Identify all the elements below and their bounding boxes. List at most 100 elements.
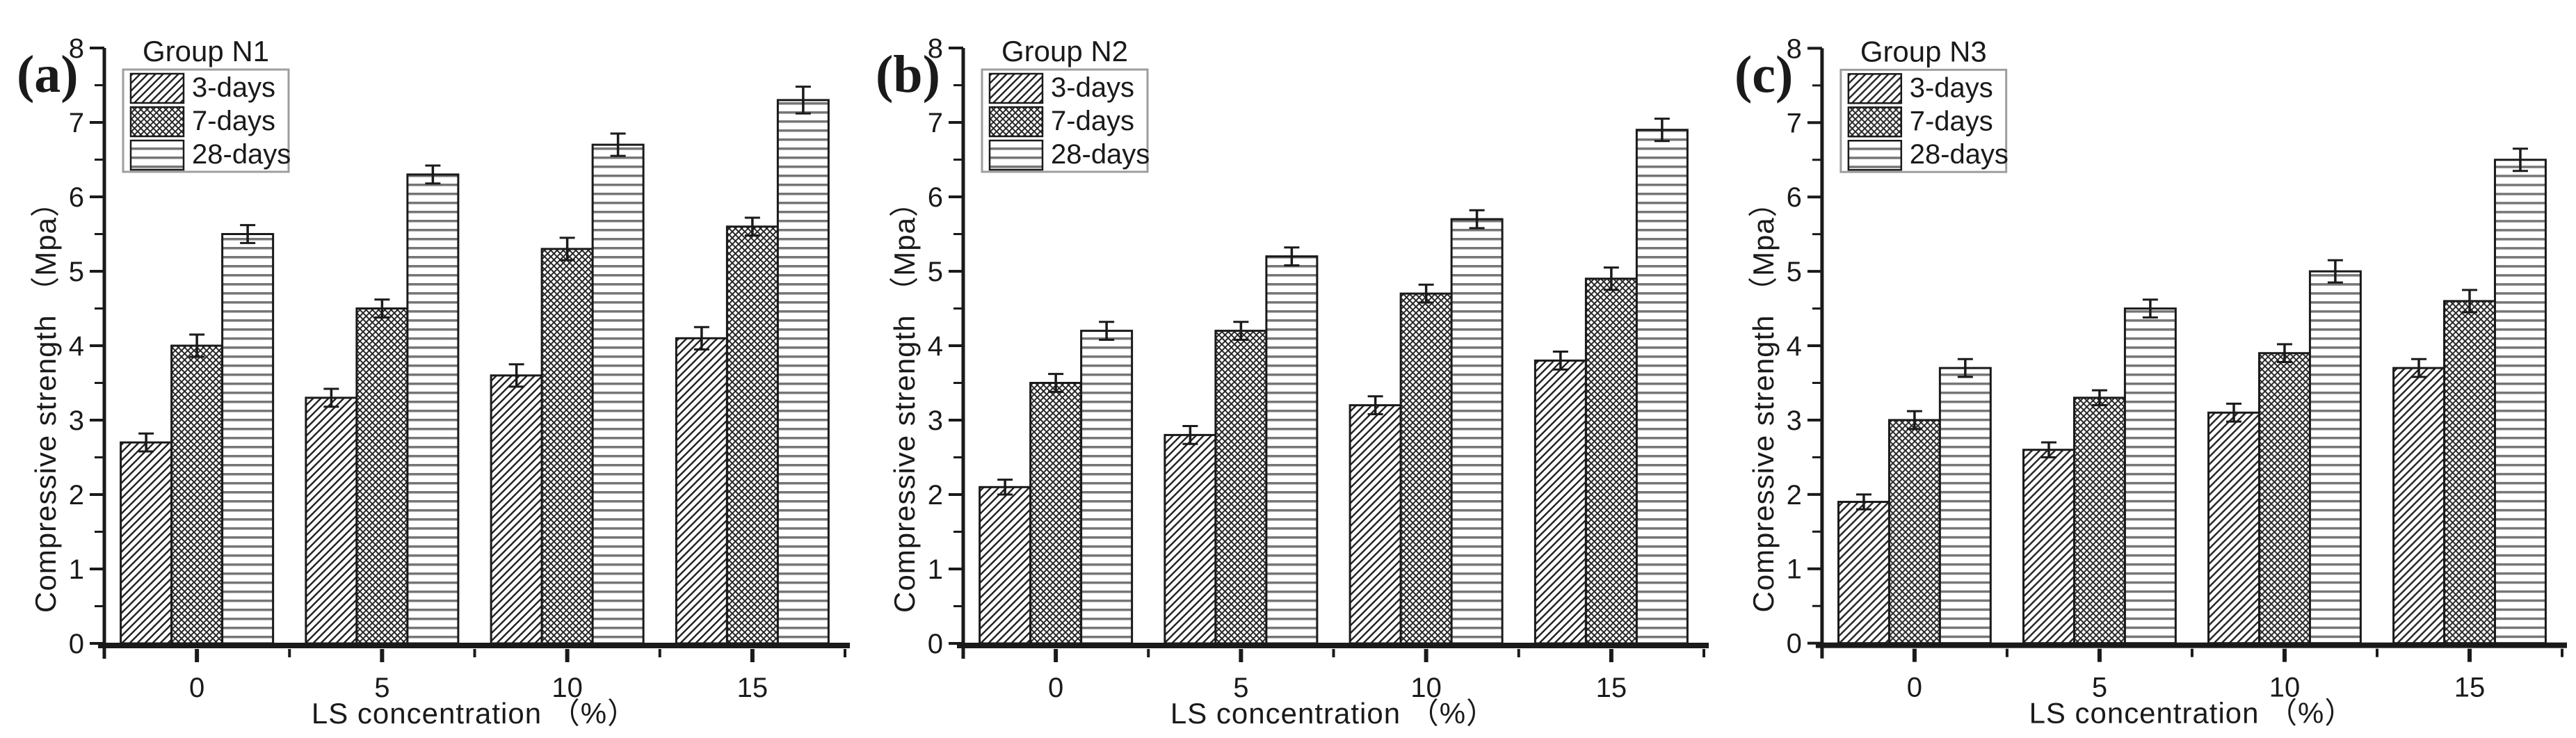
- y-tick-label: 0: [1787, 629, 1802, 659]
- bar: [778, 99, 829, 643]
- y-major-tick: [90, 568, 104, 570]
- y-major-tick: [1807, 121, 1822, 125]
- y-tick-label: 1: [928, 554, 943, 585]
- legend-swatch-crosshatch: [131, 107, 184, 136]
- bar: [1266, 256, 1317, 644]
- x-major-tick: [565, 649, 570, 662]
- bar: [2023, 449, 2075, 643]
- bar: [407, 174, 458, 643]
- bar: [542, 248, 593, 643]
- y-major-tick: [949, 47, 963, 49]
- chart-title: Group N3: [1860, 35, 1987, 67]
- legend-swatch-border: [1847, 106, 1903, 138]
- panel-label: (c): [1734, 45, 1793, 104]
- y-minor-tick: [953, 307, 963, 310]
- bar: [356, 308, 408, 643]
- y-major-tick: [949, 568, 963, 570]
- y-tick-label: 5: [1787, 257, 1802, 287]
- legend-swatch-border: [129, 72, 185, 104]
- y-tick-label: 2: [1787, 480, 1802, 511]
- bar: [1350, 405, 1401, 643]
- x-minor-tick: [2375, 648, 2378, 657]
- x-minor-tick: [2005, 648, 2009, 657]
- y-axis-line: [961, 48, 965, 659]
- x-tick-label: 5: [2092, 673, 2107, 703]
- bar: [1215, 330, 1266, 643]
- y-major-tick: [90, 121, 104, 124]
- panel-label: (a): [17, 45, 79, 104]
- bar: [1940, 368, 1991, 643]
- x-tick-label: 15: [737, 673, 768, 703]
- bar: [120, 442, 172, 643]
- legend-swatch-diagonal: [990, 74, 1043, 103]
- y-minor-tick: [953, 84, 963, 86]
- bar: [171, 346, 223, 643]
- bar: [2444, 300, 2495, 643]
- x-major-tick: [1239, 649, 1243, 662]
- legend-label: 3-days: [1051, 72, 1134, 103]
- y-minor-tick: [95, 307, 104, 310]
- x-minor-tick: [2190, 648, 2193, 657]
- y-major-tick: [90, 419, 104, 422]
- y-tick-label: 7: [928, 108, 943, 138]
- y-minor-tick: [95, 382, 104, 384]
- x-major-tick: [1912, 648, 1917, 662]
- y-tick-label: 8: [1787, 33, 1802, 64]
- x-minor-tick: [1517, 649, 1520, 657]
- x-tick-label: 0: [189, 673, 204, 703]
- legend-swatch-border: [988, 72, 1044, 104]
- legend-swatch-horizontal: [131, 141, 184, 170]
- y-tick-label: 4: [69, 331, 84, 362]
- bar: [2310, 271, 2361, 643]
- x-tick-label: 5: [374, 673, 389, 703]
- y-minor-tick: [95, 605, 104, 607]
- bar: [1889, 419, 1940, 643]
- y-major-tick: [1807, 344, 1822, 348]
- y-tick-label: 0: [928, 629, 943, 659]
- y-minor-tick: [953, 382, 963, 384]
- y-tick-label: 4: [1787, 331, 1802, 362]
- x-minor-tick: [2561, 648, 2564, 657]
- y-minor-tick: [1812, 233, 1822, 236]
- y-minor-tick: [1812, 530, 1822, 533]
- y-minor-tick: [95, 159, 104, 161]
- y-minor-tick: [953, 159, 963, 161]
- y-tick-label: 0: [69, 629, 84, 659]
- bar: [727, 226, 778, 643]
- x-minor-tick: [288, 649, 291, 657]
- x-tick-label: 5: [1233, 673, 1248, 703]
- y-minor-tick: [953, 531, 963, 533]
- y-tick-label: 6: [1787, 182, 1802, 213]
- x-axis-title: LS concentration （%）: [312, 697, 637, 730]
- y-tick-label: 2: [69, 480, 84, 511]
- y-minor-tick: [1812, 84, 1822, 87]
- bar: [1636, 129, 1688, 643]
- x-major-tick: [1424, 649, 1428, 662]
- x-tick-label: 15: [2454, 673, 2485, 703]
- x-axis-line: [1815, 642, 2568, 648]
- y-tick-label: 5: [69, 257, 84, 287]
- y-tick-label: 7: [1787, 108, 1802, 138]
- y-tick-label: 1: [69, 554, 84, 585]
- y-axis-line: [1820, 48, 1824, 659]
- bar: [2393, 368, 2445, 643]
- y-minor-tick: [1812, 604, 1822, 607]
- y-tick-label: 6: [69, 182, 84, 213]
- bar: [1535, 360, 1586, 643]
- y-tick-label: 8: [928, 33, 943, 64]
- y-tick-label: 1: [1787, 554, 1802, 585]
- y-minor-tick: [95, 233, 104, 235]
- x-tick-label: 0: [1048, 673, 1063, 703]
- bar: [305, 397, 357, 643]
- legend-swatch-diagonal: [1848, 74, 1901, 104]
- y-major-tick: [1807, 195, 1822, 199]
- y-major-tick: [90, 493, 104, 496]
- y-tick-label: 8: [69, 33, 84, 64]
- y-axis-title: Compressive strength （Mpa）: [29, 187, 62, 613]
- x-major-tick: [195, 649, 200, 662]
- y-major-tick: [949, 270, 963, 273]
- y-minor-tick: [95, 456, 104, 458]
- legend-swatch-border: [988, 106, 1044, 138]
- x-axis-line: [98, 643, 850, 648]
